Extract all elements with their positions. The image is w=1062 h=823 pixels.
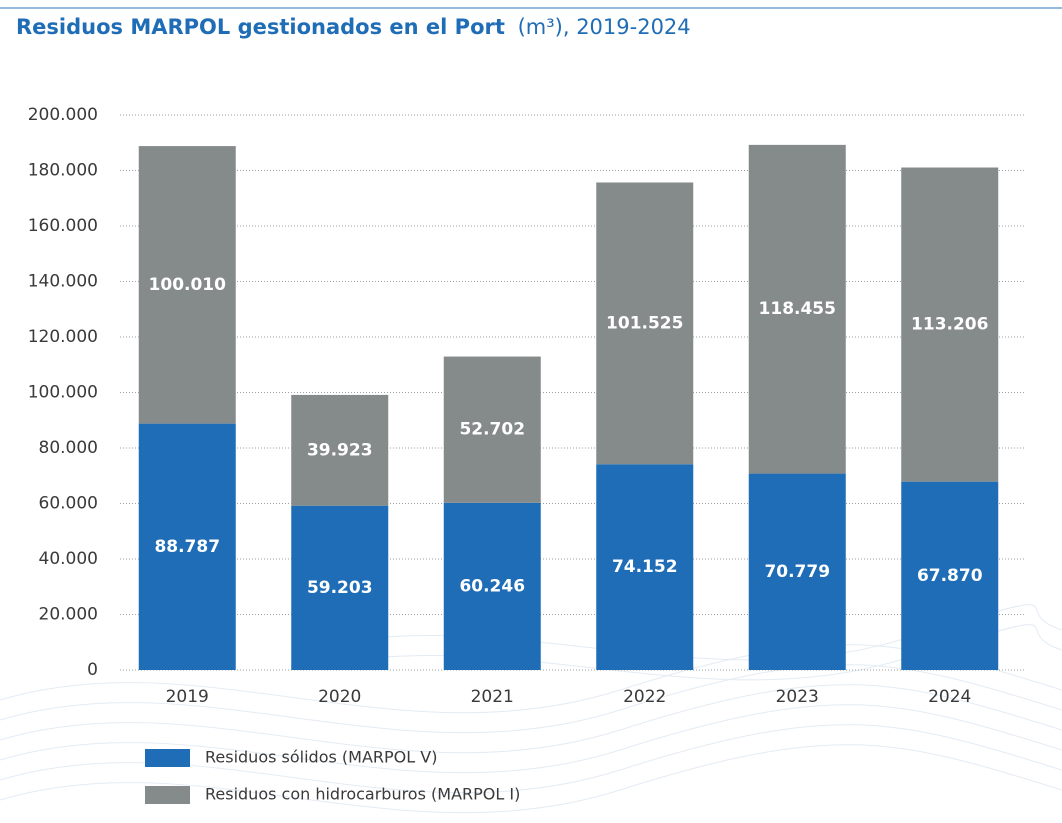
y-tick-label: 160.000 xyxy=(28,216,98,236)
x-tick-label: 2024 xyxy=(928,687,971,707)
value-label: 118.455 xyxy=(759,299,836,319)
chart-title-group: Residuos MARPOL gestionados en el Port (… xyxy=(16,15,691,39)
value-label: 100.010 xyxy=(149,275,227,295)
value-label: 59.203 xyxy=(307,578,373,598)
bar-segment xyxy=(596,464,694,670)
x-tick-label: 2021 xyxy=(471,687,514,707)
bar-segment xyxy=(596,182,694,465)
bar-segment xyxy=(291,394,389,506)
y-tick-label: 180.000 xyxy=(28,161,98,181)
value-label: 74.152 xyxy=(612,557,678,577)
y-tick-label: 100.000 xyxy=(28,383,98,403)
bar-segment xyxy=(443,356,541,503)
bar-segment xyxy=(291,505,389,670)
x-tick-label: 2020 xyxy=(318,687,361,707)
plot: 0 20.000 40.000 60.000 80.000 100.000 120.000 1… xyxy=(28,105,1026,804)
bar-segment xyxy=(901,167,999,482)
value-label: 52.702 xyxy=(459,420,525,440)
bar-segment xyxy=(748,473,846,670)
y-tick-label: 140.000 xyxy=(28,272,98,292)
bar-segment xyxy=(443,502,541,670)
y-tick-label: 120.000 xyxy=(28,327,98,347)
bar-segment xyxy=(138,423,236,670)
legend-label: Residuos con hidrocarburos (MARPOL I) xyxy=(205,785,520,804)
legend-swatch xyxy=(145,786,190,804)
y-tick-label: 20.000 xyxy=(39,605,98,625)
x-tick-label: 2022 xyxy=(623,687,666,707)
value-label: 60.246 xyxy=(459,576,525,596)
value-label: 70.779 xyxy=(764,562,830,582)
y-tick-label: 200.000 xyxy=(28,105,98,125)
y-tick-label: 80.000 xyxy=(39,438,98,458)
chart-subtitle: (m³), 2019-2024 xyxy=(518,15,691,39)
x-tick-label: 2023 xyxy=(776,687,819,707)
legend-swatch xyxy=(145,749,190,767)
x-tick-label: 2019 xyxy=(166,687,209,707)
bar-segment xyxy=(138,146,236,424)
value-label: 67.870 xyxy=(917,566,983,586)
bar-segment xyxy=(748,144,846,474)
value-label: 101.525 xyxy=(606,313,683,333)
legend-label: Residuos sólidos (MARPOL V) xyxy=(205,748,437,767)
value-label: 88.787 xyxy=(154,537,220,557)
y-tick-label: 0 xyxy=(87,660,98,680)
value-label: 39.923 xyxy=(307,440,373,460)
y-tick-label: 60.000 xyxy=(39,494,98,514)
chart-title: Residuos MARPOL gestionados en el Port xyxy=(16,15,505,39)
value-label: 113.206 xyxy=(911,315,988,335)
y-tick-label: 40.000 xyxy=(39,549,98,569)
bar-segment xyxy=(901,481,999,670)
